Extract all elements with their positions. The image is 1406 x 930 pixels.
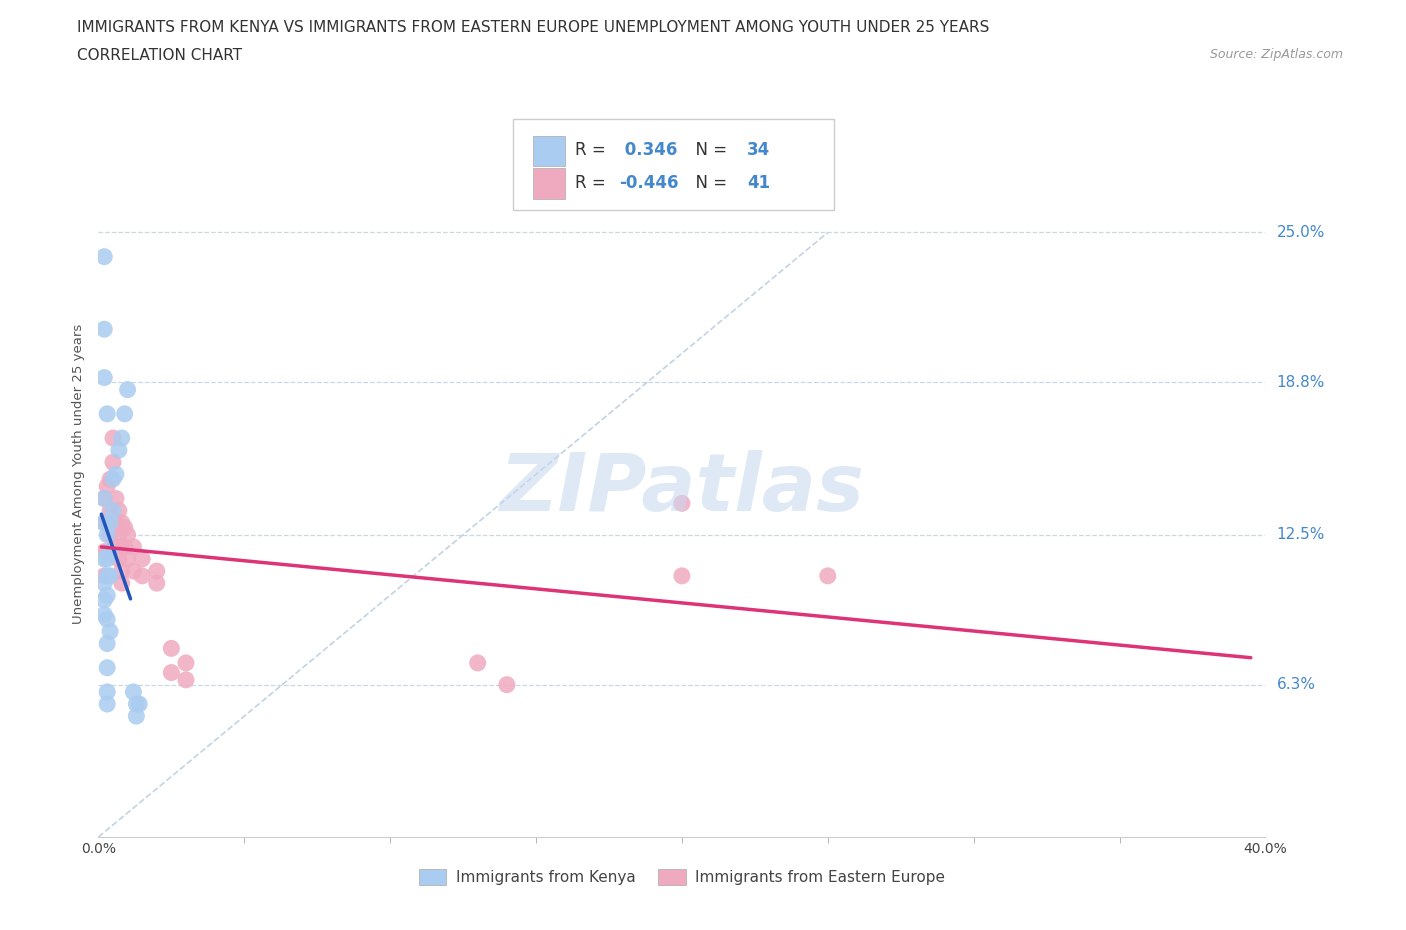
Point (671, 568, 693, 583)
Point (96, 684, 118, 699)
Point (117, 551, 139, 566)
Point (104, 515, 127, 530)
Point (174, 656, 197, 671)
Point (93, 491, 115, 506)
Point (467, 656, 489, 671)
Text: 12.5%: 12.5% (1277, 527, 1324, 542)
Point (98, 503, 121, 518)
Point (108, 503, 131, 518)
FancyBboxPatch shape (533, 136, 565, 166)
Text: 18.8%: 18.8% (1277, 375, 1324, 390)
Text: 0.346: 0.346 (619, 141, 678, 159)
Point (98, 544, 121, 559)
Point (96, 568, 118, 583)
FancyBboxPatch shape (533, 168, 565, 199)
Y-axis label: Unemployment Among Youth under 25 years: Unemployment Among Youth under 25 years (72, 325, 86, 624)
Point (122, 539, 145, 554)
Text: 25.0%: 25.0% (1277, 225, 1324, 240)
Point (817, 568, 839, 583)
Text: 41: 41 (747, 174, 770, 192)
Point (96, 515, 118, 530)
Text: -0.446: -0.446 (619, 174, 678, 192)
Point (111, 576, 134, 591)
Point (93, 515, 115, 530)
Point (96, 612, 118, 627)
Point (671, 496, 693, 511)
Point (114, 539, 136, 554)
Point (104, 539, 127, 554)
Point (93, 592, 115, 607)
Point (101, 503, 124, 518)
Point (117, 382, 139, 397)
Text: IMMIGRANTS FROM KENYA VS IMMIGRANTS FROM EASTERN EUROPE UNEMPLOYMENT AMONG YOUTH: IMMIGRANTS FROM KENYA VS IMMIGRANTS FROM… (77, 20, 990, 35)
Text: 34: 34 (747, 141, 770, 159)
Point (96, 636, 118, 651)
Point (125, 709, 148, 724)
Point (93, 551, 115, 566)
Point (496, 677, 519, 692)
Point (114, 520, 136, 535)
Point (96, 588, 118, 603)
Point (98, 527, 121, 542)
Point (96, 551, 118, 566)
Point (131, 568, 153, 583)
Point (93, 370, 115, 385)
Point (125, 697, 148, 711)
Point (96, 406, 118, 421)
Point (146, 576, 169, 591)
Point (98, 515, 121, 530)
Point (93, 568, 115, 583)
Point (98, 624, 121, 639)
Point (128, 697, 150, 711)
Point (111, 564, 134, 578)
Point (93, 544, 115, 559)
Point (122, 684, 145, 699)
Point (101, 472, 124, 486)
Text: R =: R = (575, 141, 610, 159)
Point (108, 527, 131, 542)
Point (104, 491, 127, 506)
Point (174, 672, 197, 687)
Text: N =: N = (685, 174, 733, 192)
Text: N =: N = (685, 141, 733, 159)
Text: CORRELATION CHART: CORRELATION CHART (77, 48, 242, 63)
Point (101, 455, 124, 470)
Point (122, 564, 145, 578)
Point (93, 576, 115, 591)
Point (93, 607, 115, 622)
Point (108, 443, 131, 458)
Point (146, 564, 169, 578)
Point (98, 568, 121, 583)
Legend: Immigrants from Kenya, Immigrants from Eastern Europe: Immigrants from Kenya, Immigrants from E… (413, 863, 950, 891)
Text: R =: R = (575, 174, 610, 192)
Point (96, 697, 118, 711)
Point (93, 249, 115, 264)
Point (93, 491, 115, 506)
Point (104, 467, 127, 482)
Point (160, 665, 183, 680)
Point (93, 515, 115, 530)
Text: 6.3%: 6.3% (1277, 677, 1316, 692)
Point (101, 431, 124, 445)
Point (108, 551, 131, 566)
Point (114, 406, 136, 421)
Point (117, 527, 139, 542)
Point (111, 431, 134, 445)
Point (111, 539, 134, 554)
Point (131, 551, 153, 566)
Text: Source: ZipAtlas.com: Source: ZipAtlas.com (1209, 48, 1343, 61)
Text: ZIPatlas: ZIPatlas (499, 450, 865, 528)
Point (160, 641, 183, 656)
Point (96, 527, 118, 542)
Point (96, 479, 118, 494)
Point (96, 660, 118, 675)
Point (96, 544, 118, 559)
Point (93, 322, 115, 337)
Point (98, 472, 121, 486)
Point (111, 515, 134, 530)
FancyBboxPatch shape (513, 119, 834, 209)
